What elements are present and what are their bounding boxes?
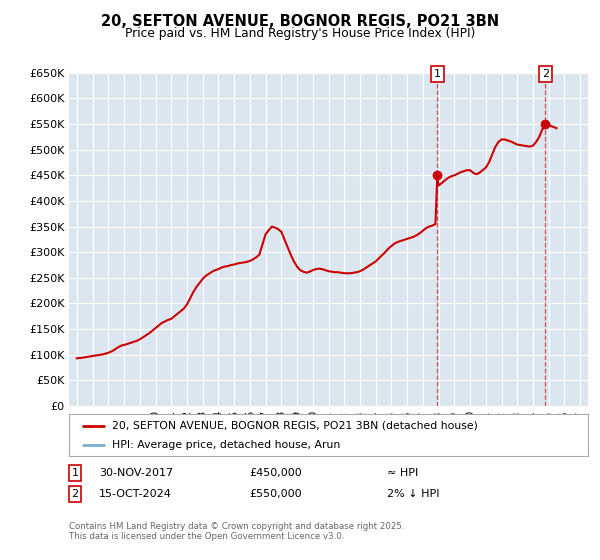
Text: ≈ HPI: ≈ HPI bbox=[387, 468, 418, 478]
Text: Contains HM Land Registry data © Crown copyright and database right 2025.
This d: Contains HM Land Registry data © Crown c… bbox=[69, 522, 404, 542]
Text: 1: 1 bbox=[71, 468, 79, 478]
Text: Price paid vs. HM Land Registry's House Price Index (HPI): Price paid vs. HM Land Registry's House … bbox=[125, 27, 475, 40]
Text: £550,000: £550,000 bbox=[249, 489, 302, 499]
Text: HPI: Average price, detached house, Arun: HPI: Average price, detached house, Arun bbox=[112, 440, 340, 450]
Text: 20, SEFTON AVENUE, BOGNOR REGIS, PO21 3BN: 20, SEFTON AVENUE, BOGNOR REGIS, PO21 3B… bbox=[101, 14, 499, 29]
Text: 1: 1 bbox=[434, 69, 441, 79]
Text: 20, SEFTON AVENUE, BOGNOR REGIS, PO21 3BN (detached house): 20, SEFTON AVENUE, BOGNOR REGIS, PO21 3B… bbox=[112, 421, 478, 431]
Text: 2% ↓ HPI: 2% ↓ HPI bbox=[387, 489, 439, 499]
Text: 2: 2 bbox=[71, 489, 79, 499]
Text: 30-NOV-2017: 30-NOV-2017 bbox=[99, 468, 173, 478]
Text: £450,000: £450,000 bbox=[249, 468, 302, 478]
Text: 2: 2 bbox=[542, 69, 549, 79]
Text: 15-OCT-2024: 15-OCT-2024 bbox=[99, 489, 172, 499]
